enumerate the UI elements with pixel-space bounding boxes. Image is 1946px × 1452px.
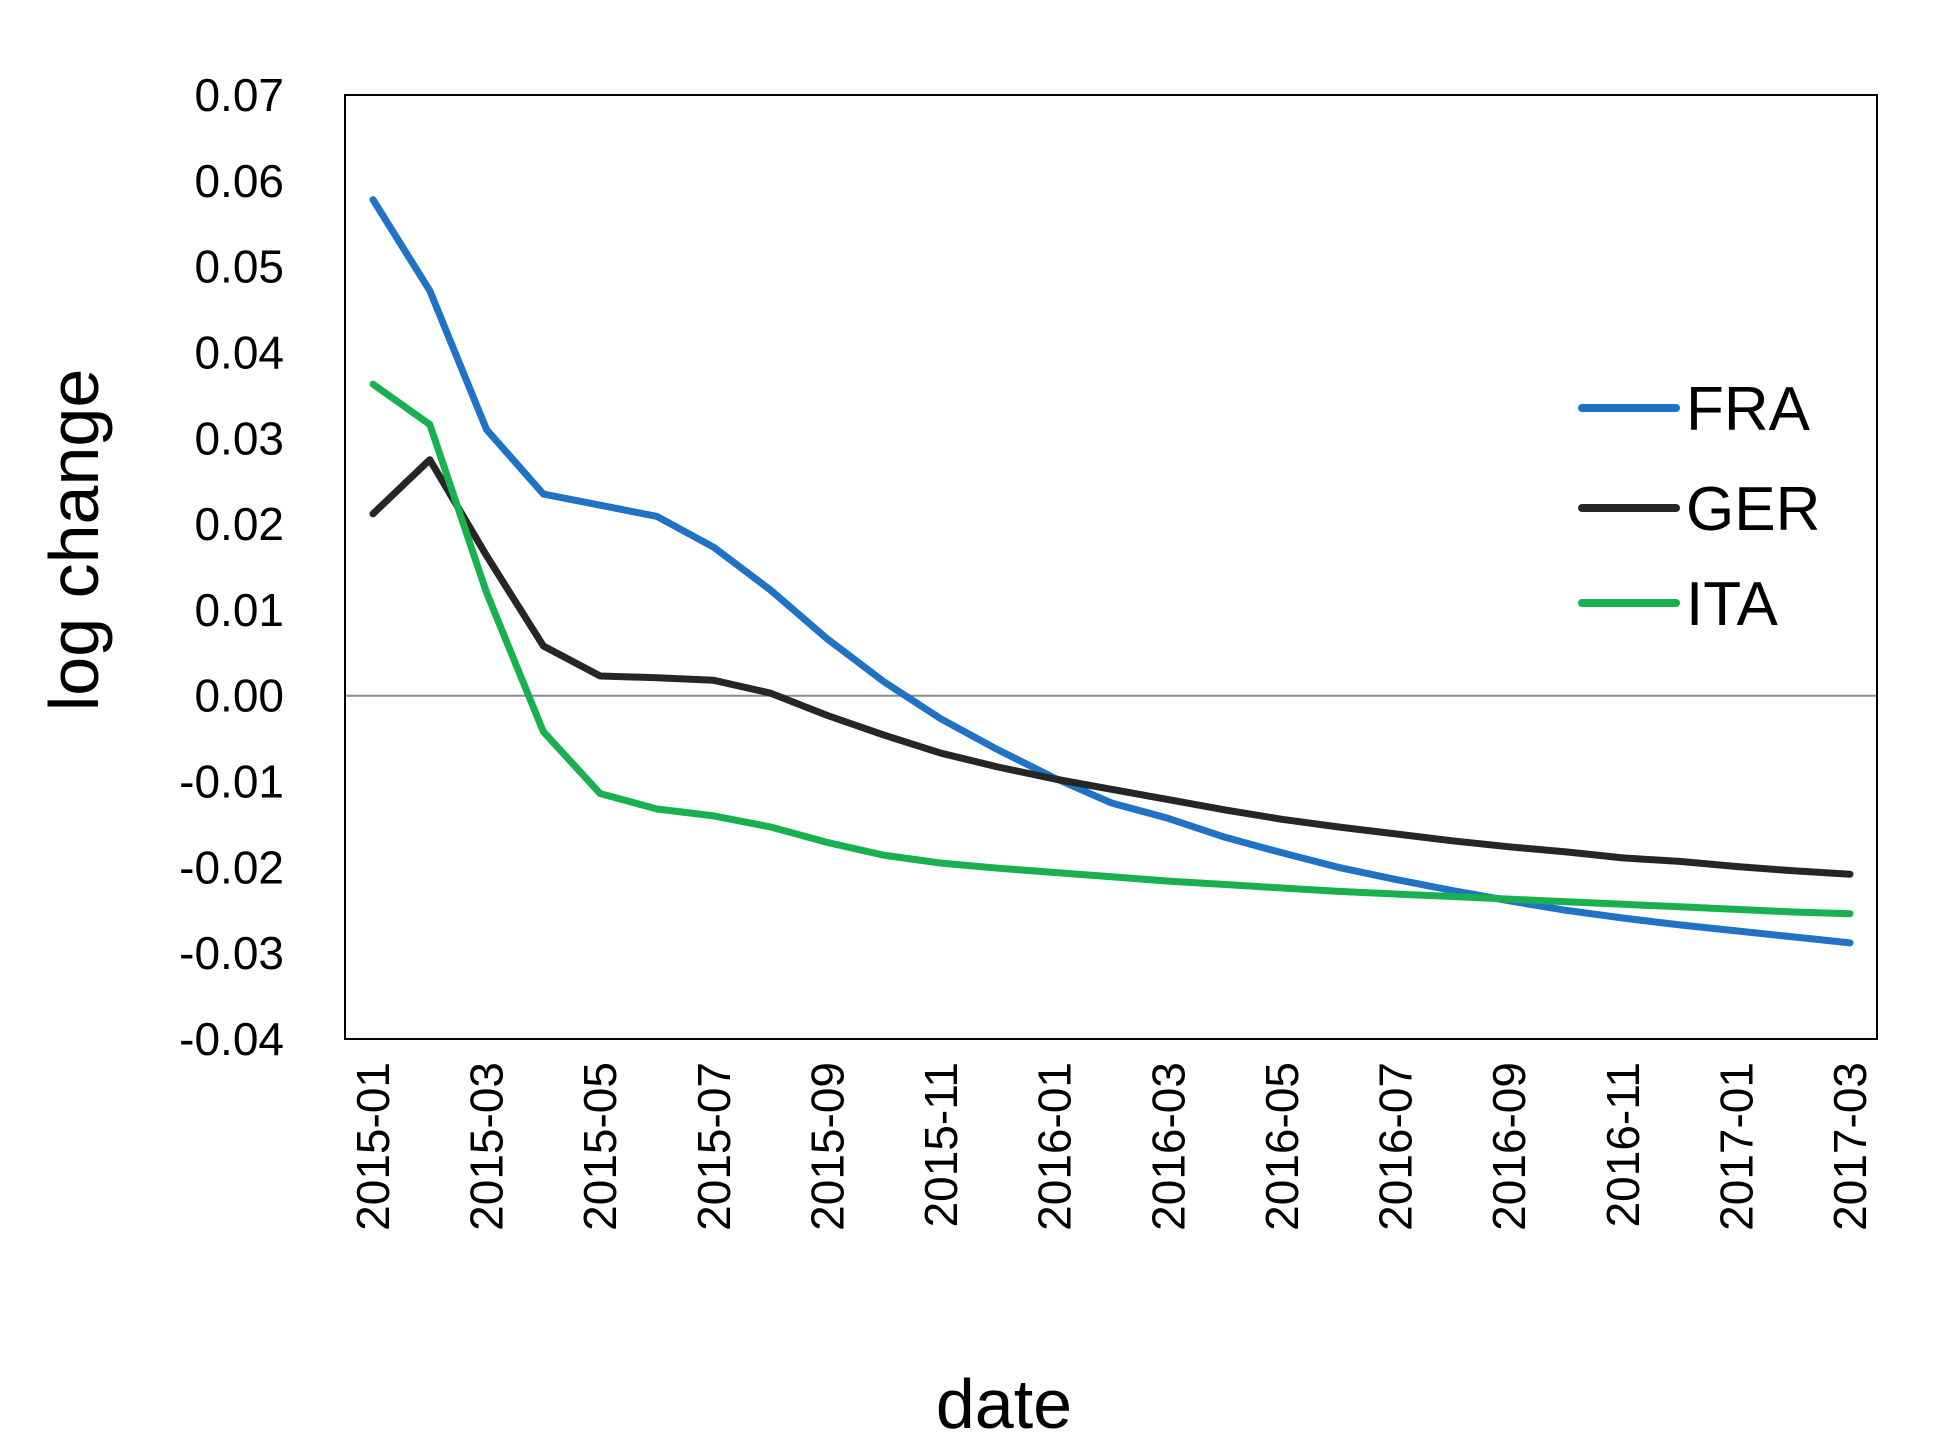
- legend: FRA GER ITA: [1578, 375, 1820, 639]
- x-tick-label: 2016-03: [1142, 1062, 1194, 1231]
- y-tick-label: 0.03: [194, 412, 284, 464]
- series-line-ger: [369, 456, 1854, 878]
- series-line-ita: [369, 380, 1854, 918]
- x-tick-label: 2016-07: [1370, 1062, 1422, 1231]
- x-tick-label: 2017-03: [1824, 1062, 1876, 1231]
- y-tick-label: 0.02: [194, 498, 284, 550]
- y-tick-label: 0.01: [194, 584, 284, 636]
- y-tick-label: -0.01: [179, 756, 284, 808]
- y-tick-label: 0.05: [194, 241, 284, 293]
- y-tick-label: -0.03: [179, 927, 284, 979]
- x-axis-title: date: [936, 1365, 1072, 1443]
- x-tick-label: 2015-09: [801, 1062, 853, 1231]
- plot-area-frame: [344, 94, 1878, 1040]
- y-tick-label: 0.04: [194, 326, 284, 378]
- x-tick-label: 2015-01: [347, 1062, 399, 1231]
- x-tick-label: 2016-05: [1256, 1062, 1308, 1231]
- y-tick-label: -0.02: [179, 841, 284, 893]
- x-tick-label: 2015-11: [915, 1062, 967, 1227]
- legend-label-fra: FRA: [1686, 375, 1811, 444]
- x-tick-label: 2016-09: [1483, 1062, 1535, 1231]
- y-tick-label: 0.07: [194, 69, 284, 121]
- y-tick-label: 0.00: [194, 670, 284, 722]
- legend-label-ita: ITA: [1686, 570, 1778, 639]
- x-axis-ticks: 2015-01 2015-03 2015-05 2015-07 2015-09 2015-…: [347, 1062, 1876, 1231]
- legend-label-ger: GER: [1686, 475, 1820, 544]
- x-tick-label: 2015-07: [688, 1062, 740, 1231]
- y-axis-title: log change: [35, 369, 113, 712]
- y-axis-ticks: -0.04 -0.03 -0.02 -0.01 0.00 0.01 0.02 0.03 0.04…: [179, 69, 284, 1065]
- series-line-fra: [369, 196, 1854, 947]
- y-tick-label: 0.06: [194, 155, 284, 207]
- x-tick-label: 2016-11: [1597, 1062, 1649, 1227]
- y-tick-label: -0.04: [179, 1013, 284, 1065]
- x-tick-label: 2015-05: [574, 1062, 626, 1231]
- x-tick-label: 2017-01: [1710, 1062, 1762, 1231]
- x-tick-label: 2016-01: [1029, 1062, 1081, 1231]
- x-tick-label: 2015-03: [461, 1062, 513, 1231]
- series-layer: [369, 196, 1854, 947]
